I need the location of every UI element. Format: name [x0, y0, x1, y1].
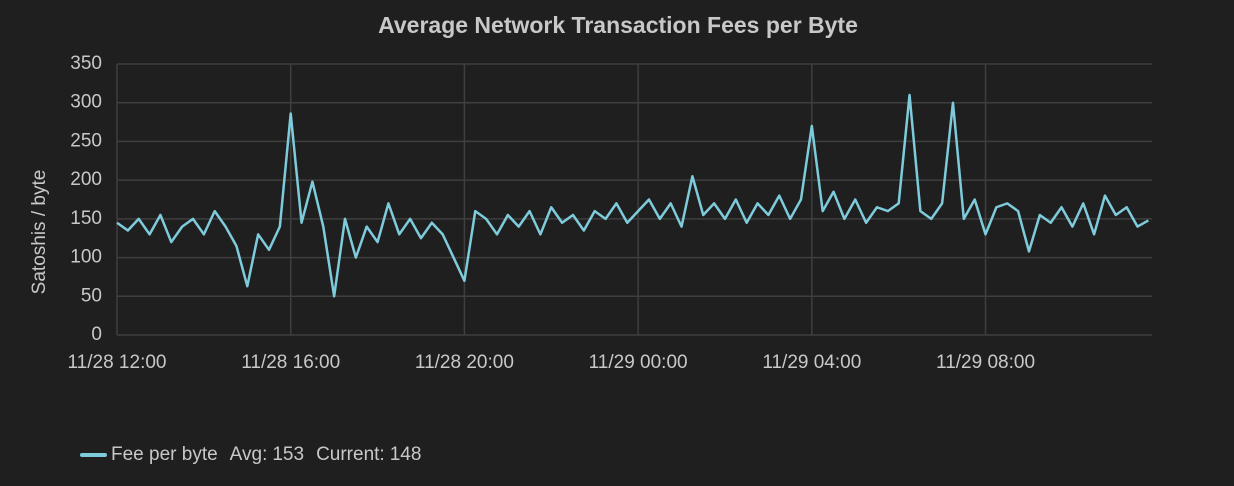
legend-stat-value: 148: [390, 444, 422, 465]
legend-stat-label: Avg:: [230, 444, 268, 465]
y-tick-label: 200: [70, 169, 102, 190]
y-tick-label: 150: [70, 208, 102, 229]
x-tick-label: 11/28 20:00: [415, 352, 514, 373]
y-tick-label: 100: [70, 247, 102, 268]
y-axis-label: Satoshis / byte: [29, 170, 50, 295]
x-tick-label: 11/28 12:00: [68, 352, 167, 373]
x-tick-label: 11/29 04:00: [762, 352, 861, 373]
x-tick-label: 11/29 08:00: [936, 352, 1035, 373]
legend-label: Fee per byte: [111, 444, 218, 465]
chart-title: Average Network Transaction Fees per Byt…: [378, 12, 858, 38]
y-tick-label: 300: [70, 92, 102, 113]
y-tick-label: 0: [91, 324, 102, 345]
y-tick-label: 50: [81, 285, 102, 306]
x-tick-label: 11/29 00:00: [589, 352, 688, 373]
y-tick-label: 350: [70, 53, 102, 74]
line: [116, 93, 1149, 298]
legend-stat-value: 153: [272, 444, 304, 465]
legend-stat-label: Current:: [316, 444, 385, 465]
x-tick-label: 11/28 16:00: [241, 352, 340, 373]
y-tick-label: 250: [70, 130, 102, 151]
